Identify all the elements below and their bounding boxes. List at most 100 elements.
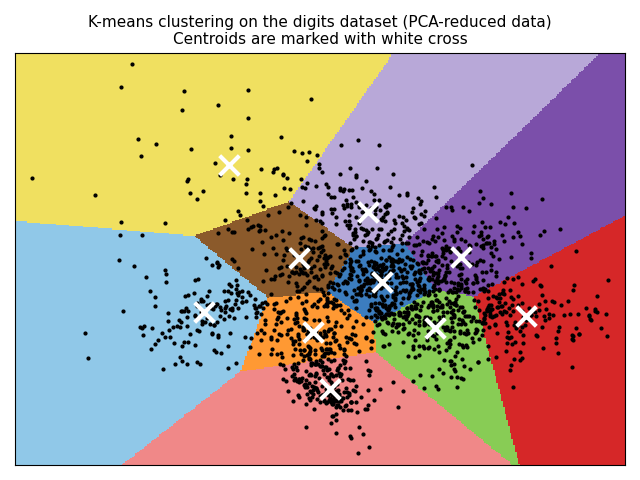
Point [305, 396, 315, 404]
Point [392, 328, 403, 336]
Point [183, 291, 193, 299]
Point [445, 308, 456, 315]
Point [348, 324, 358, 331]
Point [418, 343, 428, 350]
Point [548, 298, 559, 306]
Point [370, 207, 380, 215]
Point [515, 356, 525, 364]
Point [495, 294, 505, 302]
Point [418, 258, 428, 266]
Point [394, 235, 404, 243]
Point [341, 289, 351, 297]
Point [376, 285, 387, 292]
Point [435, 303, 445, 311]
Point [540, 316, 550, 324]
Point [413, 312, 423, 320]
Point [322, 302, 332, 310]
Point [296, 245, 306, 253]
Point [411, 304, 421, 312]
Point [308, 283, 319, 291]
Point [259, 329, 269, 337]
Point [502, 274, 512, 282]
Point [253, 302, 264, 310]
Point [389, 216, 399, 224]
Point [423, 252, 433, 260]
Point [497, 289, 507, 297]
Point [192, 195, 202, 203]
Point [391, 283, 401, 291]
Point [460, 288, 470, 295]
Point [354, 423, 364, 431]
Point [403, 331, 413, 338]
Point [447, 206, 457, 214]
Point [408, 286, 418, 293]
Point [430, 277, 440, 285]
Point [364, 228, 374, 236]
Point [407, 315, 417, 323]
Point [445, 340, 455, 348]
Point [472, 325, 482, 333]
Point [311, 272, 321, 280]
Point [209, 346, 220, 354]
Point [455, 329, 465, 336]
Point [353, 136, 363, 144]
Point [367, 269, 377, 276]
Point [180, 292, 191, 300]
Point [379, 238, 389, 246]
Point [425, 315, 435, 323]
Point [387, 255, 397, 263]
Point [434, 348, 444, 356]
Point [305, 334, 315, 341]
Point [464, 248, 474, 256]
Point [481, 269, 491, 276]
Point [282, 263, 292, 270]
Point [488, 237, 499, 245]
Point [275, 309, 285, 317]
Point [548, 311, 558, 319]
Point [216, 306, 226, 313]
Point [275, 308, 285, 316]
Point [408, 256, 419, 264]
Point [332, 392, 342, 399]
Point [340, 288, 350, 296]
Point [456, 253, 466, 261]
Point [204, 287, 214, 294]
Point [446, 358, 456, 365]
Point [248, 223, 258, 230]
Point [502, 339, 512, 347]
Point [317, 234, 327, 241]
Point [186, 145, 196, 153]
Point [480, 319, 490, 327]
Point [423, 344, 433, 352]
Point [311, 371, 321, 378]
Point [271, 315, 282, 323]
Point [303, 354, 314, 361]
Point [344, 275, 354, 282]
Point [414, 268, 424, 276]
Point [477, 194, 488, 202]
Point [269, 192, 280, 199]
Point [312, 303, 323, 311]
Point [446, 299, 456, 307]
Point [445, 304, 455, 312]
Point [310, 328, 320, 336]
Point [256, 326, 266, 334]
Point [370, 312, 380, 319]
Point [482, 233, 492, 241]
Point [344, 334, 354, 342]
Point [509, 319, 520, 326]
Point [419, 264, 429, 272]
Point [428, 262, 438, 270]
Point [559, 312, 569, 319]
Point [221, 302, 231, 310]
Point [517, 323, 527, 331]
Point [369, 270, 380, 278]
Point [243, 114, 253, 121]
Point [351, 317, 361, 325]
Point [321, 339, 331, 347]
Point [508, 233, 518, 241]
Point [385, 247, 396, 254]
Point [369, 191, 380, 198]
Point [454, 271, 464, 279]
Point [304, 148, 314, 156]
